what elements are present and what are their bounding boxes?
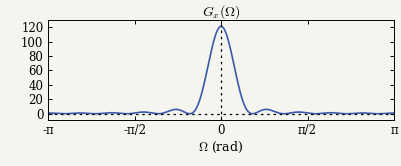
X-axis label: $\Omega$ (rad): $\Omega$ (rad) — [198, 140, 243, 155]
Title: $G_x(\Omega)$: $G_x(\Omega)$ — [201, 3, 240, 21]
